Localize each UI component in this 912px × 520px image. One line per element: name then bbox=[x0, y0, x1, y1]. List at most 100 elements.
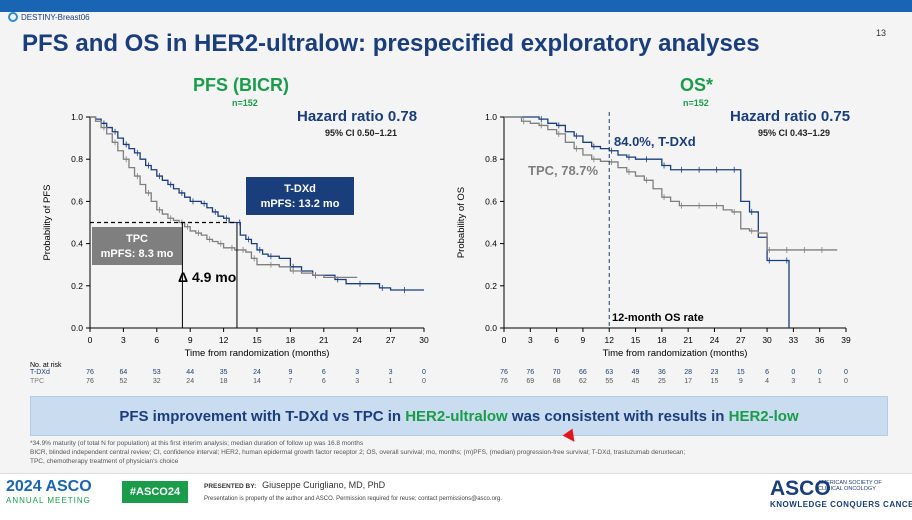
os-risk-value: 1 bbox=[818, 378, 822, 385]
slide-number: 13 bbox=[875, 28, 886, 38]
os-risk-value: 76 bbox=[500, 369, 508, 376]
os-risk-value: 76 bbox=[526, 369, 534, 376]
risk-row-name: TPC bbox=[30, 378, 44, 385]
pfs-delta-label: Δ 4.9 mo bbox=[178, 269, 236, 285]
pfs-x-tick-label: 0 bbox=[88, 335, 93, 345]
os-risk-value: 3 bbox=[791, 378, 795, 385]
pfs-risk-value: 24 bbox=[253, 369, 261, 376]
pfs-x-axis-label: Time from randomization (months) bbox=[185, 348, 330, 359]
pfs-n: n=152 bbox=[232, 98, 258, 108]
pfs-risk-value: 24 bbox=[186, 378, 194, 385]
os-series-tdxd bbox=[504, 116, 790, 328]
os-risk-value: 0 bbox=[818, 369, 822, 376]
os-y-tick-label: 0.4 bbox=[485, 239, 497, 249]
os-x-tick-label: 9 bbox=[581, 335, 586, 345]
os-risk-value: 0 bbox=[791, 369, 795, 376]
banner-text-2: was consistent with results in bbox=[507, 407, 729, 425]
tpc-median-value: mPFS: 8.3 mo bbox=[101, 248, 174, 260]
pfs-chart-title: PFS (BICR) bbox=[193, 75, 289, 95]
pfs-hazard-ratio: Hazard ratio 0.78 bbox=[297, 108, 418, 125]
os-x-tick-label: 39 bbox=[841, 335, 851, 345]
os-x-tick-label: 36 bbox=[815, 335, 825, 345]
os-risk-value: 15 bbox=[711, 378, 719, 385]
pfs-x-tick-label: 27 bbox=[386, 335, 396, 345]
pfs-x-tick-label: 24 bbox=[352, 335, 362, 345]
pfs-y-tick-label: 1.0 bbox=[71, 112, 83, 122]
presenter: PRESENTED BY: Giuseppe Curigliano, MD, P… bbox=[204, 480, 385, 490]
os-risk-value: 4 bbox=[765, 378, 769, 385]
os-n: n=152 bbox=[683, 98, 709, 108]
pfs-y-tick-label: 0.8 bbox=[71, 154, 83, 164]
destiny-logo-icon bbox=[8, 12, 18, 22]
slide-title: PFS and OS in HER2-ultralow: prespecifie… bbox=[22, 30, 760, 57]
pfs-risk-value: 0 bbox=[422, 378, 426, 385]
banner-low: HER2-low bbox=[728, 407, 799, 425]
pfs-x-tick-label: 9 bbox=[188, 335, 193, 345]
top-bar bbox=[0, 0, 912, 12]
os-y-tick-label: 0.8 bbox=[485, 154, 497, 164]
tdxd-median-value: mPFS: 13.2 mo bbox=[261, 198, 340, 210]
os-x-tick-label: 21 bbox=[683, 335, 693, 345]
pfs-risk-value: 14 bbox=[253, 378, 261, 385]
presented-by-label: PRESENTED BY: bbox=[204, 483, 257, 490]
os-tpc-rate: TPC, 78.7% bbox=[528, 163, 599, 178]
footnote-2: BICR, blinded independent central review… bbox=[30, 449, 686, 456]
pfs-risk-value: 0 bbox=[422, 369, 426, 376]
pfs-risk-value: 32 bbox=[153, 378, 161, 385]
os-x-tick-label: 33 bbox=[789, 335, 799, 345]
tpc-median-box bbox=[92, 227, 182, 265]
os-risk-value: 36 bbox=[658, 369, 666, 376]
os-risk-value: 49 bbox=[632, 369, 640, 376]
os-x-tick-label: 15 bbox=[631, 335, 641, 345]
footnote-1: *34.9% maturity (of total N for populati… bbox=[30, 440, 364, 447]
pfs-y-tick-label: 0.6 bbox=[71, 196, 83, 206]
os-risk-value: 55 bbox=[605, 378, 613, 385]
asco-subtitle: AMERICAN SOCIETY OF CLINICAL ONCOLOGY bbox=[818, 480, 882, 492]
meeting-name: ANNUAL MEETING bbox=[6, 496, 91, 505]
pfs-risk-value: 3 bbox=[389, 369, 393, 376]
pfs-y-tick-label: 0.2 bbox=[71, 281, 83, 291]
os-chart-title: OS* bbox=[680, 75, 714, 95]
os-y-tick-label: 0.0 bbox=[485, 323, 497, 333]
os-tdxd-rate: 84.0%, T-DXd bbox=[614, 134, 696, 149]
os-risk-value: 68 bbox=[553, 378, 561, 385]
pfs-x-tick-label: 18 bbox=[286, 335, 296, 345]
pfs-risk-value: 18 bbox=[220, 378, 228, 385]
os-risk-value: 15 bbox=[737, 369, 745, 376]
pfs-risk-value: 44 bbox=[186, 369, 194, 376]
tdxd-median-box bbox=[246, 177, 354, 215]
pfs-risk-value: 76 bbox=[86, 378, 94, 385]
os-risk-value: 25 bbox=[658, 378, 666, 385]
pfs-y-tick-label: 0.4 bbox=[71, 239, 83, 249]
os-risk-value: 0 bbox=[844, 378, 848, 385]
os-risk-value: 63 bbox=[605, 369, 613, 376]
presenter-name: Giuseppe Curigliano, MD, PhD bbox=[262, 480, 386, 490]
os-risk-value: 9 bbox=[739, 378, 743, 385]
os-risk-value: 28 bbox=[684, 369, 692, 376]
risk-row-name: T-DXd bbox=[30, 369, 50, 376]
pfs-risk-value: 76 bbox=[86, 369, 94, 376]
pfs-risk-value: 52 bbox=[120, 378, 128, 385]
pfs-y-axis-label: Probability of PFS bbox=[42, 184, 53, 260]
banner-ultralow: HER2-ultralow bbox=[405, 407, 508, 425]
pfs-risk-value: 7 bbox=[288, 378, 292, 385]
footnote-3: TPC, chemotherapy treatment of physician… bbox=[30, 458, 179, 465]
os-hazard-ratio: Hazard ratio 0.75 bbox=[730, 108, 851, 125]
os-x-axis-label: Time from randomization (months) bbox=[603, 348, 748, 359]
pfs-x-tick-label: 21 bbox=[319, 335, 329, 345]
os-x-tick-label: 24 bbox=[710, 335, 720, 345]
os-x-tick-label: 27 bbox=[736, 335, 746, 345]
os-y-tick-label: 0.6 bbox=[485, 196, 497, 206]
property-notice: Presentation is property of the author a… bbox=[204, 496, 502, 502]
tdxd-median-label: T-DXd bbox=[284, 183, 316, 195]
pfs-risk-value: 3 bbox=[355, 369, 359, 376]
os-rate-label: 12-month OS rate bbox=[612, 312, 704, 324]
banner-text-1: PFS improvement with T-DXd vs TPC in bbox=[119, 407, 406, 425]
os-risk-value: 76 bbox=[500, 378, 508, 385]
tpc-median-label: TPC bbox=[126, 233, 148, 245]
os-x-tick-label: 0 bbox=[502, 335, 507, 345]
pfs-x-tick-label: 3 bbox=[121, 335, 126, 345]
conclusion-banner: PFS improvement with T-DXd vs TPC in HER… bbox=[30, 396, 888, 436]
pfs-x-tick-label: 6 bbox=[154, 335, 159, 345]
os-risk-value: 70 bbox=[553, 369, 561, 376]
